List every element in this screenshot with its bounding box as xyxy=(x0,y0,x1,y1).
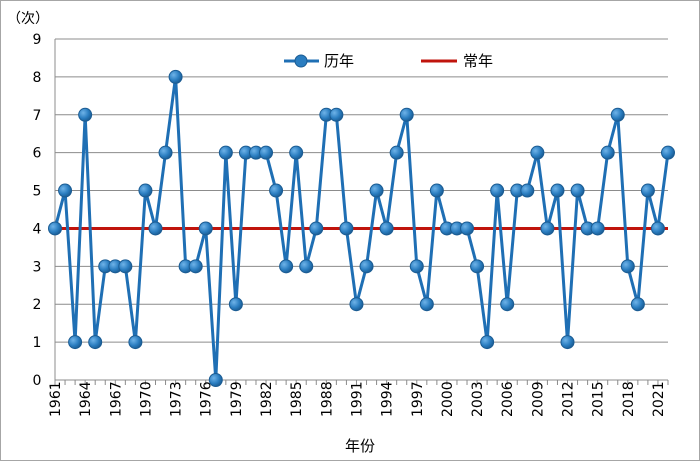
data-point xyxy=(520,183,535,198)
data-point xyxy=(138,183,153,198)
y-tick-label: 6 xyxy=(33,146,42,162)
data-point xyxy=(68,335,83,350)
y-unit-label: （次） xyxy=(7,11,49,27)
data-point xyxy=(620,259,635,274)
data-point xyxy=(128,335,143,350)
data-point xyxy=(550,183,565,198)
data-point xyxy=(339,221,354,236)
x-tick-label: 1994 xyxy=(380,381,396,417)
data-point xyxy=(289,145,304,160)
data-point xyxy=(590,221,605,236)
data-point xyxy=(309,221,324,236)
data-point xyxy=(490,183,505,198)
data-point xyxy=(379,221,394,236)
x-tick-label: 2021 xyxy=(651,381,667,417)
x-tick-label: 1988 xyxy=(319,381,335,417)
x-tick-label: 1973 xyxy=(169,381,185,417)
data-point xyxy=(369,183,384,198)
data-point xyxy=(349,297,364,312)
y-tick-label: 4 xyxy=(33,221,42,237)
data-point xyxy=(429,183,444,198)
data-point xyxy=(540,221,555,236)
x-tick-label: 2003 xyxy=(470,381,486,417)
x-tick-label: 1964 xyxy=(78,381,94,417)
data-point xyxy=(58,183,73,198)
data-point xyxy=(329,107,344,122)
data-point xyxy=(279,259,294,274)
data-point xyxy=(218,145,233,160)
data-point xyxy=(661,145,675,160)
x-tick-label: 1982 xyxy=(259,381,275,417)
data-point xyxy=(259,145,274,160)
history-series xyxy=(48,69,675,387)
data-point xyxy=(208,373,223,387)
y-tick-label: 2 xyxy=(33,297,42,313)
x-tick-label: 1985 xyxy=(289,381,305,417)
y-tick-label: 5 xyxy=(33,184,42,200)
data-point xyxy=(48,221,62,236)
y-tick-label: 7 xyxy=(33,108,42,124)
x-tick-label: 1976 xyxy=(199,381,215,417)
legend-history-label: 历年 xyxy=(324,52,354,70)
x-tick-label: 2009 xyxy=(530,381,546,417)
y-tick-label: 9 xyxy=(33,32,42,48)
data-point xyxy=(78,107,93,122)
data-point xyxy=(389,145,404,160)
axes: 0 1 2 3 4 5 6 7 8 9 1961 1964 1967 1970 1973 1976 1979 19… xyxy=(33,32,669,417)
x-tick-label: 1970 xyxy=(138,381,154,417)
data-point xyxy=(158,145,173,160)
x-tick-label: 2006 xyxy=(500,381,516,417)
data-point xyxy=(470,259,485,274)
data-point xyxy=(460,221,475,236)
x-tick-label: 2018 xyxy=(621,381,637,417)
legend-history-marker xyxy=(294,54,308,68)
data-point xyxy=(600,145,615,160)
data-point xyxy=(409,259,424,274)
data-point xyxy=(630,297,645,312)
data-point xyxy=(118,259,133,274)
x-tick-label: 1991 xyxy=(349,381,365,417)
y-tick-label: 8 xyxy=(33,70,42,86)
data-point xyxy=(269,183,284,198)
x-tick-label: 1997 xyxy=(410,381,426,417)
data-point xyxy=(480,335,495,350)
data-point xyxy=(299,259,314,274)
x-tick-label: 1967 xyxy=(108,381,124,417)
data-point xyxy=(650,221,665,236)
data-point xyxy=(359,259,374,274)
x-tick-label: 1979 xyxy=(229,381,245,417)
x-tick-label: 1961 xyxy=(48,381,64,417)
data-point xyxy=(560,335,575,350)
x-tick-label: 2000 xyxy=(440,381,456,417)
data-point xyxy=(188,259,203,274)
y-tick-label: 0 xyxy=(33,373,42,389)
x-axis-title: 年份 xyxy=(345,437,375,455)
legend-normal-label: 常年 xyxy=(463,52,493,70)
legend: 历年 常年 xyxy=(284,52,493,70)
data-point xyxy=(198,221,213,236)
data-point xyxy=(610,107,625,122)
data-point xyxy=(399,107,414,122)
data-point xyxy=(419,297,434,312)
data-point xyxy=(500,297,515,312)
data-point xyxy=(640,183,655,198)
x-tick-label: 2015 xyxy=(591,381,607,417)
data-point xyxy=(530,145,545,160)
data-point xyxy=(148,221,163,236)
data-point xyxy=(570,183,585,198)
data-point xyxy=(228,297,243,312)
data-point xyxy=(168,69,183,84)
x-tick-label: 2012 xyxy=(561,381,577,417)
data-point xyxy=(88,335,103,350)
y-tick-label: 3 xyxy=(33,259,42,275)
y-tick-label: 1 xyxy=(33,335,42,351)
history-series-line xyxy=(53,75,670,382)
